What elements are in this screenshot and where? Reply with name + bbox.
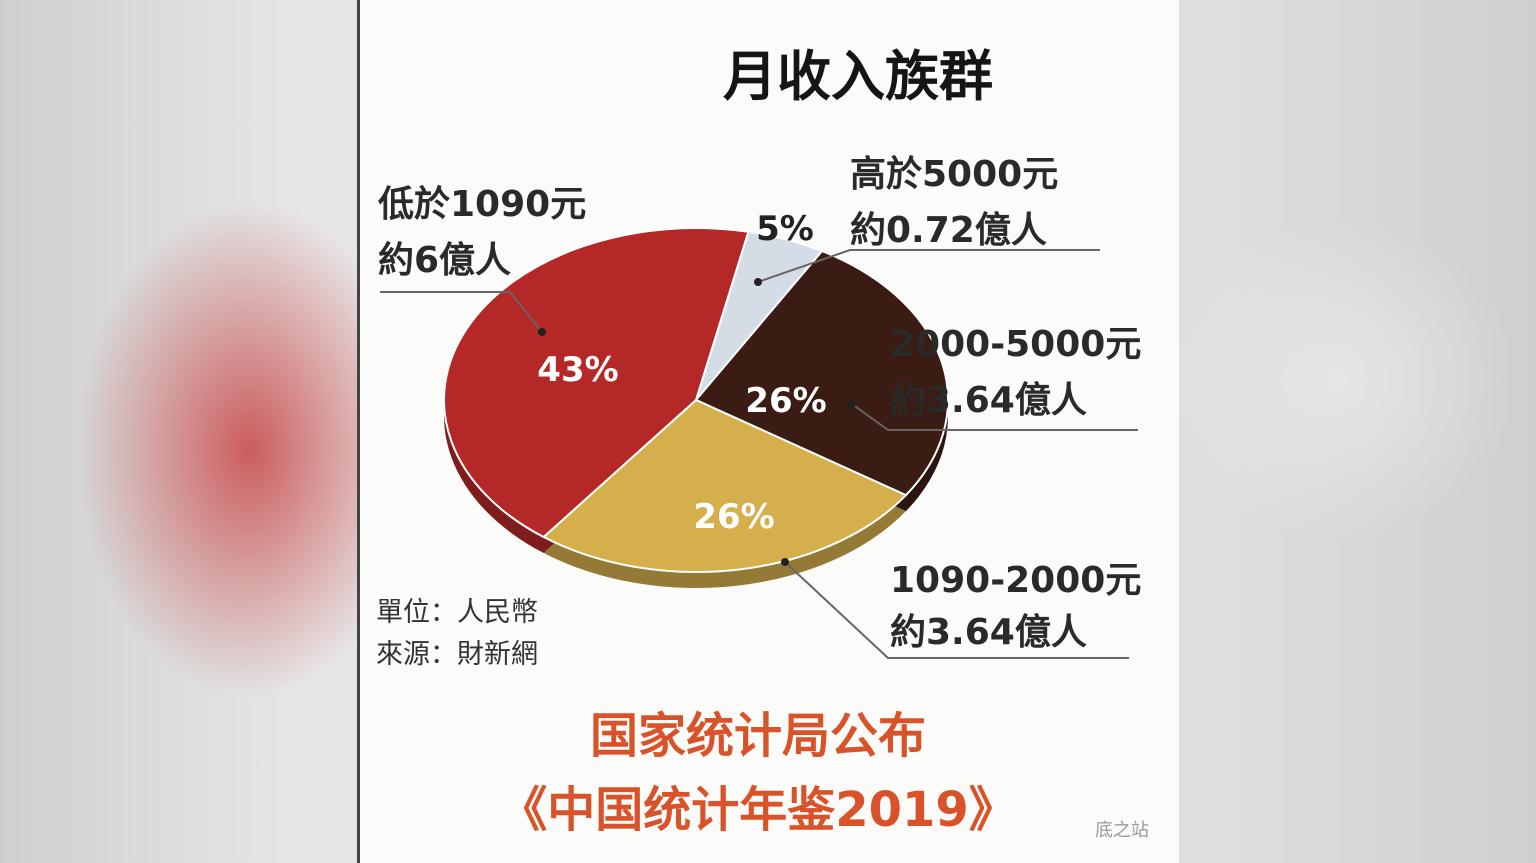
footer-line2: 《中国统计年鉴2019》 bbox=[499, 782, 1017, 838]
leader-dots bbox=[538, 278, 856, 566]
label-mid-line2: 約3.64億人 bbox=[890, 380, 1087, 421]
label-high-line1: 高於5000元 bbox=[850, 154, 1058, 195]
pie-slice-3 bbox=[541, 398, 908, 573]
leader-line-mid bbox=[851, 403, 1138, 431]
label-high-line2: 約0.72億人 bbox=[850, 210, 1047, 251]
pie-slice-2 bbox=[694, 249, 949, 497]
leader-line-high bbox=[757, 249, 1100, 283]
infographic-panel: 月收入族群 低於1090元 約6億人 高於5000元 約0.72億人 2000-… bbox=[357, 0, 1179, 863]
leader-line-lowmid bbox=[784, 561, 1129, 659]
pie-chart: 月收入族群 低於1090元 約6億人 高於5000元 約0.72億人 2000-… bbox=[376, 45, 1149, 841]
chart-title: 月收入族群 bbox=[723, 45, 993, 108]
percent-high: 5% bbox=[756, 209, 814, 249]
percent-lowmid: 26% bbox=[693, 497, 774, 537]
percent-mid: 26% bbox=[745, 381, 826, 421]
footer-line1: 国家统计局公布 bbox=[590, 708, 926, 764]
percent-low: 43% bbox=[537, 350, 618, 390]
label-lowmid-line2: 約3.64億人 bbox=[890, 612, 1087, 653]
label-lowmid-line1: 1090-2000元 bbox=[890, 560, 1141, 601]
watermark: 底之站 bbox=[1095, 820, 1149, 841]
unit-note: 單位：人民幣 bbox=[376, 597, 538, 628]
label-mid-line1: 2000-5000元 bbox=[890, 324, 1141, 365]
label-low-line1: 低於1090元 bbox=[378, 184, 586, 225]
leader-line-low bbox=[380, 291, 543, 333]
leader-lines bbox=[380, 249, 1138, 659]
label-low-line2: 約6億人 bbox=[378, 240, 511, 281]
source-note: 來源：財新網 bbox=[376, 639, 538, 670]
